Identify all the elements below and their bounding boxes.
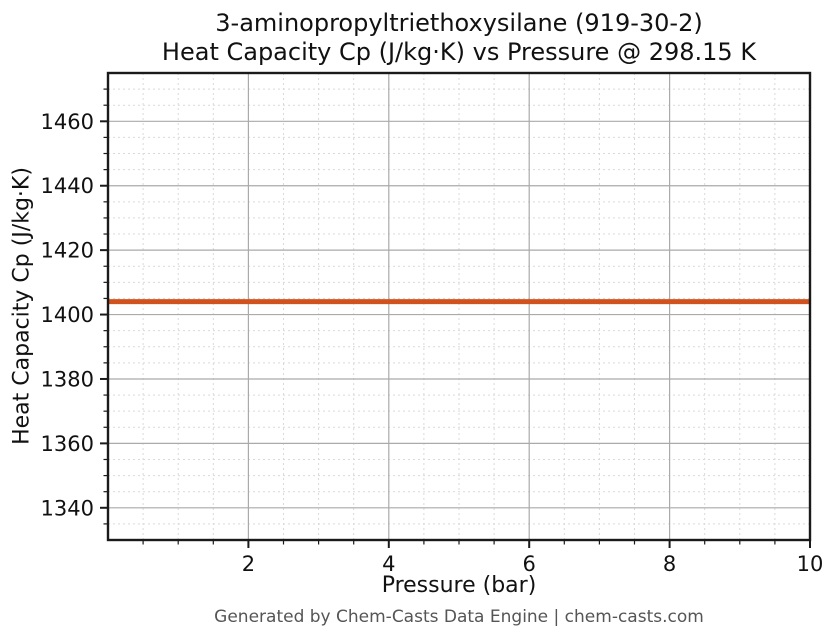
y-tick-label: 1340 xyxy=(41,496,94,520)
x-tick-label: 10 xyxy=(797,552,824,576)
x-axis-label: Pressure (bar) xyxy=(381,573,537,598)
y-tick-label: 1360 xyxy=(41,432,94,456)
y-tick-label: 1380 xyxy=(41,367,94,391)
y-tick-label: 1400 xyxy=(41,303,94,327)
y-tick-label: 1460 xyxy=(41,110,94,134)
y-axis-label: Heat Capacity Cp (J/kg·K) xyxy=(9,167,35,445)
x-tick-label: 8 xyxy=(663,552,676,576)
y-tick-label: 1420 xyxy=(41,239,94,263)
chart-title-block: 3-aminopropyltriethoxysilane (919-30-2) … xyxy=(108,9,810,67)
chart-subtitle: Heat Capacity Cp (J/kg·K) vs Pressure @ … xyxy=(161,38,757,66)
chart-title: 3-aminopropyltriethoxysilane (919-30-2) xyxy=(215,9,703,37)
x-tick-label: 2 xyxy=(242,552,255,576)
x-tick-label: 6 xyxy=(523,552,536,576)
footer-credit: Generated by Chem-Casts Data Engine | ch… xyxy=(214,607,704,627)
y-tick-label: 1440 xyxy=(41,174,94,198)
x-tick-label: 4 xyxy=(382,552,395,576)
